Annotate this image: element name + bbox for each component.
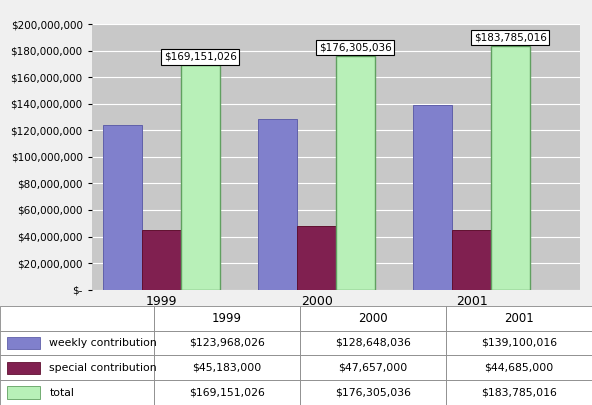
Bar [154,330,300,356]
Text: $139,100,016: $139,100,016 [481,338,557,348]
Bar [336,56,375,290]
Bar [142,230,181,290]
Text: $183,785,016: $183,785,016 [474,32,547,43]
Bar [7,386,40,399]
Bar [181,65,220,290]
Bar [300,380,446,405]
Bar [297,226,336,290]
Bar [0,306,154,330]
Text: $183,785,016: $183,785,016 [481,388,557,398]
Bar [446,306,592,330]
Bar [300,356,446,380]
Bar [0,356,154,380]
Bar [446,356,592,380]
Bar [491,46,530,290]
Text: 1999: 1999 [212,312,242,325]
Bar [300,306,446,330]
Bar [446,380,592,405]
Bar [154,356,300,380]
Bar [300,330,446,356]
Text: $123,968,026: $123,968,026 [189,338,265,348]
Text: weekly contribution: weekly contribution [49,338,157,348]
Text: $169,151,026: $169,151,026 [164,52,237,62]
Text: $176,305,036: $176,305,036 [335,388,411,398]
Text: special contribution: special contribution [49,363,157,373]
Text: 2000: 2000 [358,312,388,325]
Bar [154,380,300,405]
Bar [154,306,300,330]
Text: $128,648,036: $128,648,036 [335,338,411,348]
Bar [0,330,154,356]
Text: $45,183,000: $45,183,000 [192,363,262,373]
Text: $47,657,000: $47,657,000 [339,363,407,373]
Text: total: total [49,388,74,398]
Text: $169,151,026: $169,151,026 [189,388,265,398]
Bar [446,330,592,356]
Text: $44,685,000: $44,685,000 [484,363,554,373]
Bar [0,380,154,405]
Bar [7,362,40,374]
Bar [7,337,40,349]
Bar [452,230,491,290]
Text: $176,305,036: $176,305,036 [319,43,392,52]
Bar [104,125,142,290]
Text: 2001: 2001 [504,312,534,325]
Bar [413,105,452,290]
Bar [259,119,297,290]
